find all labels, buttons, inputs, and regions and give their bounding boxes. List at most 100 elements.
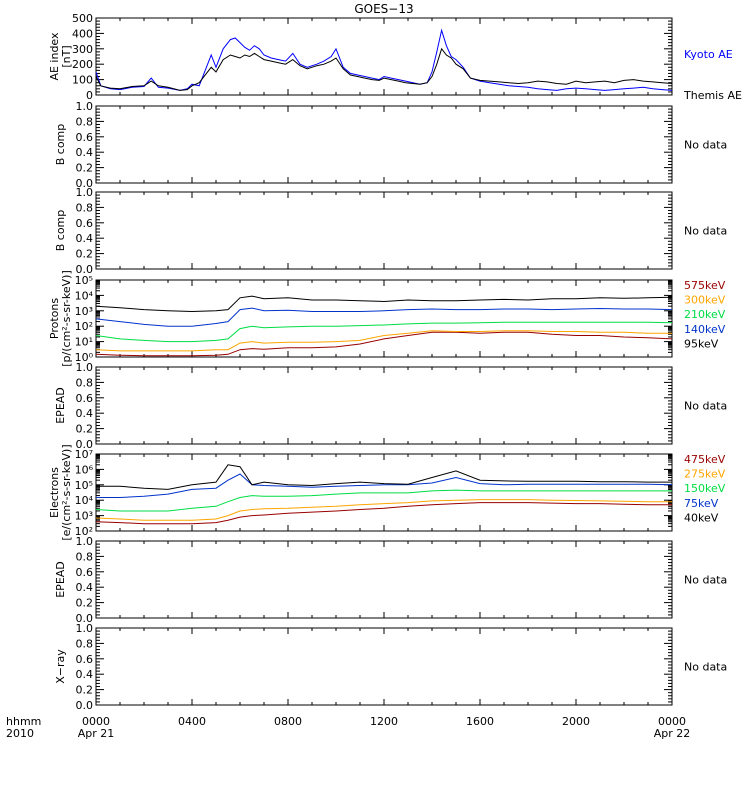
y-axis-label: [nT] [60, 45, 73, 67]
series-line-475kev [95, 502, 672, 525]
no-data-note: No data [684, 574, 727, 587]
y-tick-label: 0.2 [76, 684, 94, 697]
y-tick-label: 0.6 [76, 392, 94, 405]
x-tick-label: 2000 [562, 715, 590, 728]
y-axis-label: [p/(cm²-s-sr-keV)] [60, 270, 73, 367]
y-tick-label: 1.0 [76, 535, 94, 548]
y-tick-label: 10⁰ [75, 351, 94, 364]
series-line-95kev [95, 295, 673, 313]
y-tick-label: 10⁵ [75, 479, 93, 492]
legend-entry: Kyoto AE [684, 48, 733, 61]
panel-ae: 0 100 200 300 400 500 AE index [nT] Kyoto AE Them… [48, 12, 742, 102]
plot-frame [95, 279, 673, 358]
y-tick-label: 0.0 [76, 612, 94, 625]
series-line-kyoto-ae [95, 28, 673, 91]
series-line-300kev [95, 330, 672, 352]
y-tick-label: 0.6 [76, 131, 94, 144]
y-axis-label: Electrons [48, 467, 61, 518]
no-data-note: No data [684, 400, 727, 413]
plot-frame [95, 366, 673, 445]
legend-entry: 575keV [684, 279, 726, 292]
plot-frame [95, 105, 673, 184]
legend-entry: 475keV [684, 453, 726, 466]
y-tick-label: 0.4 [76, 581, 94, 594]
y-tick-label: 0.0 [76, 699, 94, 712]
x-date-label: Apr 21 [78, 727, 115, 740]
series-line-themis-ae [95, 47, 673, 91]
y-tick-label: 0 [86, 89, 93, 102]
series-line-275kev [95, 499, 672, 521]
x-tick-label: 1600 [466, 715, 494, 728]
y-tick-label: 0.0 [76, 177, 94, 190]
y-axis-label: Protons [48, 298, 61, 339]
y-axis-label: B comp [54, 210, 67, 252]
y-tick-label: 1.0 [76, 622, 94, 635]
y-tick-label: 0.2 [76, 248, 94, 261]
x-tick-label: 1200 [370, 715, 398, 728]
panels: 0 100 200 300 400 500 AE index [nT] Kyoto AE Them… [48, 12, 742, 712]
series-line-75kev [96, 473, 673, 498]
y-tick-label: 10⁴ [75, 494, 94, 507]
x-tick-label: 0800 [274, 715, 302, 728]
y-tick-label: 400 [72, 27, 93, 40]
y-axis-label: B comp [54, 124, 67, 166]
y-tick-label: 10⁶ [75, 463, 94, 476]
y-tick-label: 0.8 [76, 637, 94, 650]
legend-entry: 150keV [684, 482, 726, 495]
panel-protons: 10⁰ 10¹ 10² 10³ 10⁴ 10⁵ Protons [p/(cm²-s-sr-ke… [48, 270, 726, 367]
y-tick-label: 0.8 [76, 201, 94, 214]
y-tick-label: 0.8 [76, 550, 94, 563]
y-tick-label: 0.2 [76, 162, 94, 175]
legend-entry: 210keV [684, 308, 726, 321]
panel-xray: 0.0 0.2 0.4 0.6 0.8 1.0 X−ray No data [54, 622, 727, 712]
series-line-210kev [95, 321, 673, 343]
plot-frame [95, 540, 673, 619]
y-tick-label: 10⁴ [75, 289, 94, 302]
y-axis-label: X−ray [54, 649, 67, 684]
y-tick-label: 0.2 [76, 423, 94, 436]
panel-bcomp1: 0.0 0.2 0.4 0.6 0.8 1.0 B comp No data [54, 100, 727, 190]
legend-entry: 95keV [684, 337, 719, 350]
y-tick-label: 0.4 [76, 232, 94, 245]
y-tick-label: 10³ [75, 510, 93, 523]
y-tick-label: 10² [75, 525, 93, 538]
no-data-note: No data [684, 139, 727, 152]
x-axis-corner-label: 2010 [6, 727, 34, 740]
y-tick-label: 200 [72, 58, 93, 71]
legend-entry: 40keV [684, 511, 719, 524]
y-tick-label: 0.8 [76, 115, 94, 128]
panel-bcomp2: 0.0 0.2 0.4 0.6 0.8 1.0 B comp No data [54, 186, 727, 276]
x-tick-label: 0000 [82, 715, 110, 728]
no-data-note: No data [684, 225, 727, 238]
y-tick-label: 0.0 [76, 438, 94, 451]
legend-entry: 275keV [684, 468, 726, 481]
y-tick-label: 1.0 [76, 100, 94, 113]
y-tick-label: 10³ [75, 305, 93, 318]
panel-epead2: 0.0 0.2 0.4 0.6 0.8 1.0 EPEAD No data [54, 535, 727, 625]
series-line-40kev [96, 464, 672, 490]
y-tick-label: 0.6 [76, 217, 94, 230]
y-axis-label: EPEAD [54, 387, 67, 424]
y-tick-label: 500 [72, 12, 93, 25]
y-axis-label: [e/(cm²-s-sr-keV)] [60, 444, 73, 540]
y-tick-label: 10² [75, 320, 93, 333]
y-tick-label: 300 [72, 43, 93, 56]
legend-entry: 75keV [684, 497, 719, 510]
legend-entry: Themis AE [683, 89, 742, 102]
y-axis-label: AE index [48, 32, 61, 81]
y-tick-label: 10⁵ [75, 274, 93, 287]
x-date-label: Apr 22 [654, 727, 691, 740]
no-data-note: No data [684, 661, 727, 674]
y-tick-label: 0.8 [76, 376, 94, 389]
y-axis-label: EPEAD [54, 561, 67, 598]
series-line-150kev [95, 489, 672, 512]
y-tick-label: 0.4 [76, 668, 94, 681]
x-tick-label: 0000 [658, 715, 686, 728]
series-line-140kev [95, 307, 673, 327]
x-axis-corner-label: hhmm [6, 715, 41, 728]
y-tick-label: 0.2 [76, 597, 94, 610]
panel-epead1: 0.0 0.2 0.4 0.6 0.8 1.0 EPEAD No data [54, 361, 727, 451]
x-tick-label: 0400 [178, 715, 206, 728]
